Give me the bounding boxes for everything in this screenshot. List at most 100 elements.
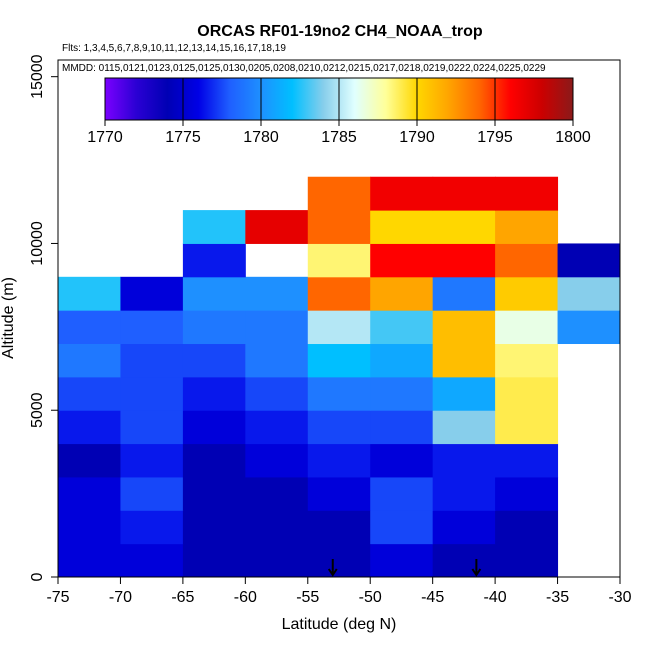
colorbar-tick-label: 1790 bbox=[399, 129, 435, 146]
colorbar-tick-label: 1775 bbox=[165, 129, 201, 146]
heatmap-cell bbox=[307, 210, 371, 244]
heatmap-cell bbox=[182, 476, 246, 511]
heatmap-cell bbox=[495, 343, 559, 378]
heatmap-cell bbox=[307, 510, 371, 545]
colorbar-tick-label: 1785 bbox=[321, 129, 357, 146]
heatmap-cell bbox=[182, 210, 246, 244]
x-axis-label: Latitude (deg N) bbox=[282, 616, 397, 633]
x-tick-label: -50 bbox=[359, 589, 382, 606]
heatmap-cell bbox=[432, 276, 496, 311]
colorbar-tick-label: 1770 bbox=[87, 129, 123, 146]
heatmap-cell bbox=[432, 376, 496, 411]
heatmap-cell bbox=[182, 410, 246, 445]
heatmap-cell bbox=[495, 176, 559, 211]
profile-markers bbox=[327, 559, 482, 577]
y-axis: 0 5000 10000 15000 bbox=[29, 54, 58, 581]
heatmap-cell bbox=[370, 510, 434, 545]
heatmap-cells bbox=[58, 176, 621, 578]
heatmap-cell bbox=[120, 510, 184, 545]
heatmap-cell bbox=[432, 443, 496, 478]
colorbar-tick-label: 1800 bbox=[555, 129, 591, 146]
colorbar-tick-label: 1795 bbox=[477, 129, 513, 146]
heatmap-cell bbox=[370, 310, 434, 345]
x-tick-label: -45 bbox=[421, 589, 444, 606]
marker-arrow bbox=[327, 559, 338, 577]
heatmap-cell bbox=[370, 443, 434, 478]
heatmap-cell bbox=[120, 543, 184, 578]
heatmap-cell bbox=[370, 176, 434, 211]
heatmap-cell bbox=[370, 276, 434, 311]
heatmap-cell bbox=[307, 310, 371, 345]
heatmap-cell bbox=[307, 376, 371, 411]
heatmap-cell bbox=[432, 543, 496, 578]
x-tick-label: -70 bbox=[109, 589, 132, 606]
flights-note: Flts: 1,3,4,5,6,7,8,9,10,11,12,13,14,15,… bbox=[62, 43, 286, 54]
heatmap-cell bbox=[495, 210, 559, 244]
heatmap-cell bbox=[58, 410, 121, 445]
heatmap-cell bbox=[245, 276, 309, 311]
chart-title: ORCAS RF01-19no2 CH4_NOAA_trop bbox=[197, 23, 483, 40]
x-tick-label: -30 bbox=[608, 589, 631, 606]
y-tick-label: 15000 bbox=[29, 54, 46, 99]
heatmap-cell bbox=[182, 243, 246, 278]
x-tick-label: -75 bbox=[46, 589, 69, 606]
heatmap-cell bbox=[245, 410, 309, 445]
heatmap-cell bbox=[370, 376, 434, 411]
heatmap-cell bbox=[495, 276, 559, 311]
x-tick-label: -65 bbox=[171, 589, 194, 606]
heatmap-cell bbox=[557, 310, 621, 345]
y-tick-label: 10000 bbox=[29, 221, 46, 266]
heatmap-cell bbox=[182, 376, 246, 411]
heatmap-cell bbox=[58, 476, 121, 511]
heatmap-cell bbox=[120, 443, 184, 478]
x-tick-label: -35 bbox=[546, 589, 569, 606]
heatmap-cell bbox=[307, 476, 371, 511]
heatmap-cell bbox=[120, 276, 184, 311]
heatmap-cell bbox=[58, 343, 121, 378]
dates-note: MMDD: 0115,0121,0123,0125,0125,0130,0205… bbox=[62, 63, 546, 74]
heatmap-cell bbox=[370, 343, 434, 378]
heatmap-cell bbox=[307, 343, 371, 378]
heatmap-cell bbox=[245, 443, 309, 478]
heatmap-cell bbox=[495, 243, 559, 278]
x-tick-label: -40 bbox=[484, 589, 507, 606]
heatmap-cell bbox=[245, 210, 309, 244]
heatmap-cell bbox=[120, 376, 184, 411]
heatmap-cell bbox=[120, 476, 184, 511]
heatmap-cell bbox=[307, 443, 371, 478]
heatmap-cell bbox=[182, 343, 246, 378]
heatmap-cell bbox=[307, 410, 371, 445]
heatmap-cell bbox=[307, 176, 371, 211]
y-tick-label: 5000 bbox=[29, 392, 46, 428]
x-tick-label: -60 bbox=[234, 589, 257, 606]
colorbar-ticks: 1770 1775 1780 1785 1790 1795 1800 bbox=[87, 78, 591, 146]
x-tick-label: -55 bbox=[296, 589, 319, 606]
heatmap-cell bbox=[370, 243, 434, 278]
heatmap-cell bbox=[495, 410, 559, 445]
heatmap-cell bbox=[182, 543, 246, 578]
heatmap-cell bbox=[245, 376, 309, 411]
heatmap-cell bbox=[307, 543, 371, 578]
heatmap-cell bbox=[307, 276, 371, 311]
heatmap-cell bbox=[182, 310, 246, 345]
y-tick-label: 0 bbox=[29, 572, 46, 581]
heatmap-cell bbox=[370, 410, 434, 445]
heatmap-cell bbox=[432, 410, 496, 445]
heatmap-cell bbox=[370, 476, 434, 511]
heatmap-cell bbox=[245, 310, 309, 345]
heatmap-cell bbox=[432, 243, 496, 278]
heatmap-cell bbox=[182, 276, 246, 311]
y-axis-label: Altitude (m) bbox=[0, 277, 17, 359]
heatmap-cell bbox=[432, 510, 496, 545]
heatmap-cell bbox=[58, 510, 121, 545]
heatmap-cell bbox=[495, 376, 559, 411]
heatmap-cell bbox=[245, 476, 309, 511]
x-axis: -75 -70 -65 -60 -55 -50 -45 -40 -35 -30 bbox=[46, 577, 632, 606]
heatmap-cell bbox=[557, 243, 621, 278]
heatmap-cell bbox=[432, 310, 496, 345]
marker-arrow bbox=[471, 559, 482, 577]
heatmap-cell bbox=[120, 310, 184, 345]
heatmap-cell bbox=[182, 510, 246, 545]
heatmap-cell bbox=[245, 343, 309, 378]
